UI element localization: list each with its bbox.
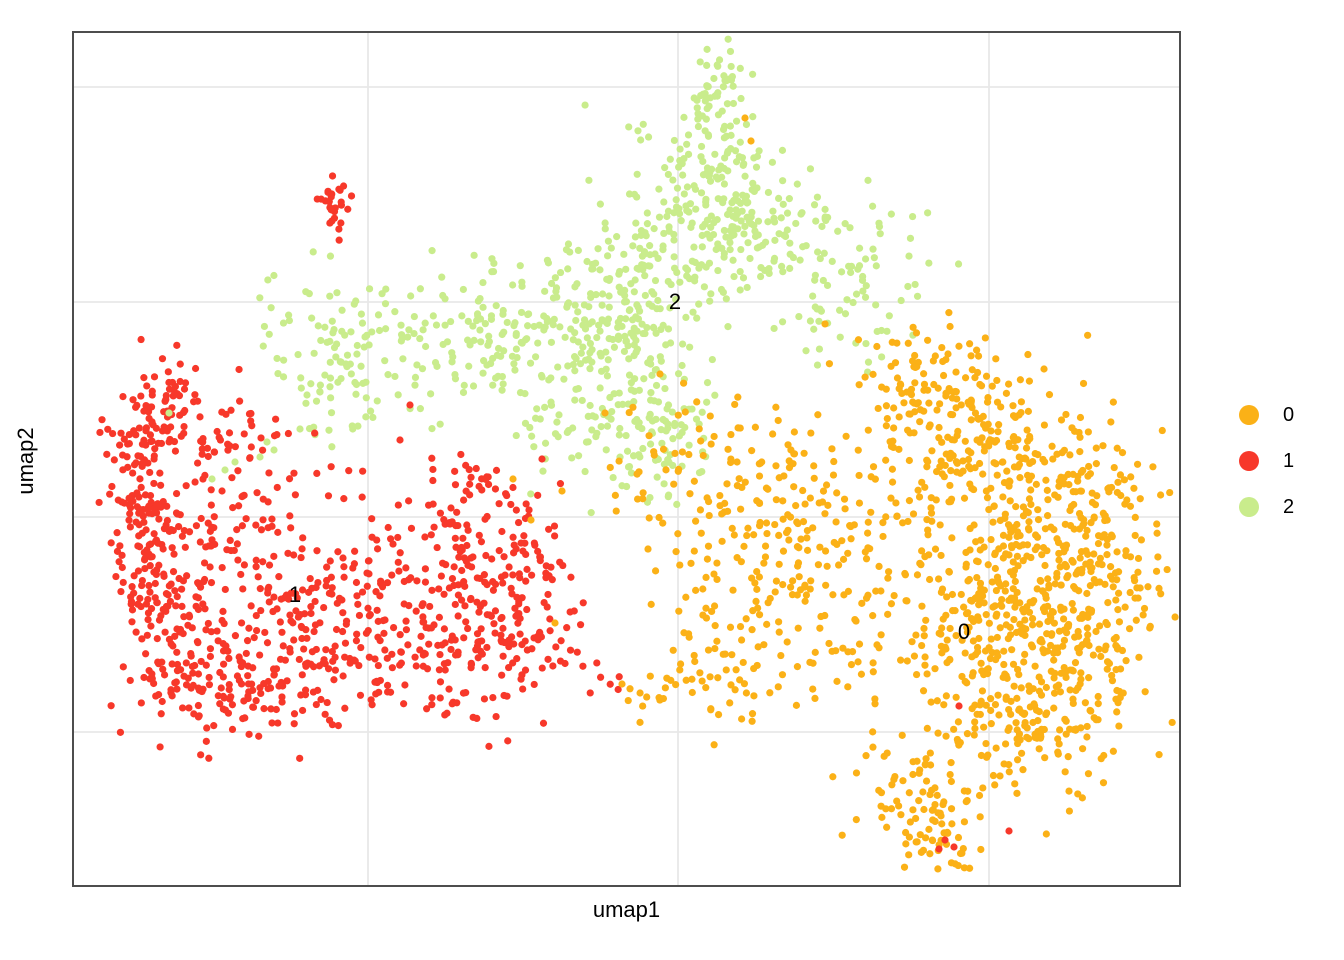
legend-item-0: 0 (1239, 392, 1294, 438)
cluster-label-0: 0 (957, 619, 971, 644)
scatter-canvas (74, 33, 1179, 885)
legend-swatch-circle-icon (1239, 497, 1259, 517)
legend-swatch-circle-icon (1239, 451, 1259, 471)
cluster-label-2: 2 (668, 289, 682, 314)
x-axis-title: umap1 (592, 897, 661, 922)
cluster-label-1: 1 (288, 582, 302, 607)
legend-swatch-circle-icon (1239, 405, 1259, 425)
y-axis-title: umap2 (13, 427, 38, 495)
legend-item-1: 1 (1239, 438, 1294, 484)
legend-item-2: 2 (1239, 484, 1294, 530)
legend: 0 1 2 (1239, 392, 1294, 530)
legend-label: 0 (1283, 403, 1295, 426)
plot-panel: 0 1 2 (72, 31, 1181, 887)
legend-label: 2 (1283, 495, 1295, 518)
legend-label: 1 (1283, 449, 1295, 472)
